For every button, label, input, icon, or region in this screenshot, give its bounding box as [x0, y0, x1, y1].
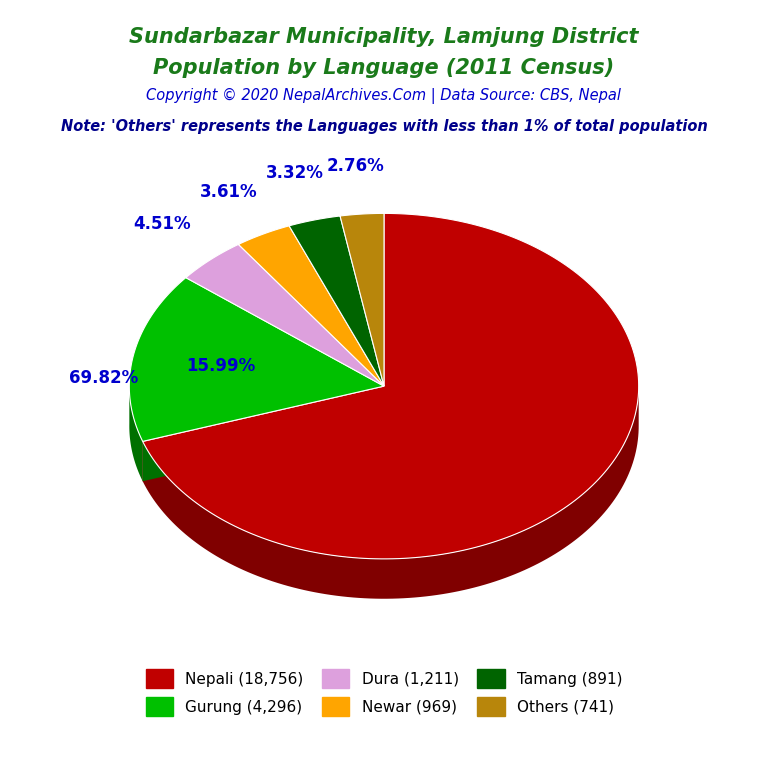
Polygon shape: [143, 386, 384, 482]
Text: 3.32%: 3.32%: [266, 164, 323, 183]
Polygon shape: [143, 214, 639, 559]
Text: Sundarbazar Municipality, Lamjung District: Sundarbazar Municipality, Lamjung Distri…: [129, 27, 639, 47]
Polygon shape: [129, 384, 143, 482]
Polygon shape: [340, 214, 384, 386]
Polygon shape: [289, 216, 384, 386]
Text: 3.61%: 3.61%: [200, 183, 258, 200]
Text: Population by Language (2011 Census): Population by Language (2011 Census): [154, 58, 614, 78]
Text: 15.99%: 15.99%: [187, 357, 256, 376]
Polygon shape: [186, 244, 384, 386]
Text: Note: 'Others' represents the Languages with less than 1% of total population: Note: 'Others' represents the Languages …: [61, 119, 707, 134]
Legend: Nepali (18,756), Gurung (4,296), Dura (1,211), Newar (969), Tamang (891), Others: Nepali (18,756), Gurung (4,296), Dura (1…: [140, 664, 628, 722]
Text: 2.76%: 2.76%: [327, 157, 385, 175]
Polygon shape: [238, 226, 384, 386]
Text: 4.51%: 4.51%: [133, 215, 190, 233]
Polygon shape: [143, 386, 384, 482]
Polygon shape: [143, 386, 639, 599]
Text: 69.82%: 69.82%: [69, 369, 138, 386]
Polygon shape: [129, 277, 384, 442]
Text: Copyright © 2020 NepalArchives.Com | Data Source: CBS, Nepal: Copyright © 2020 NepalArchives.Com | Dat…: [147, 88, 621, 104]
